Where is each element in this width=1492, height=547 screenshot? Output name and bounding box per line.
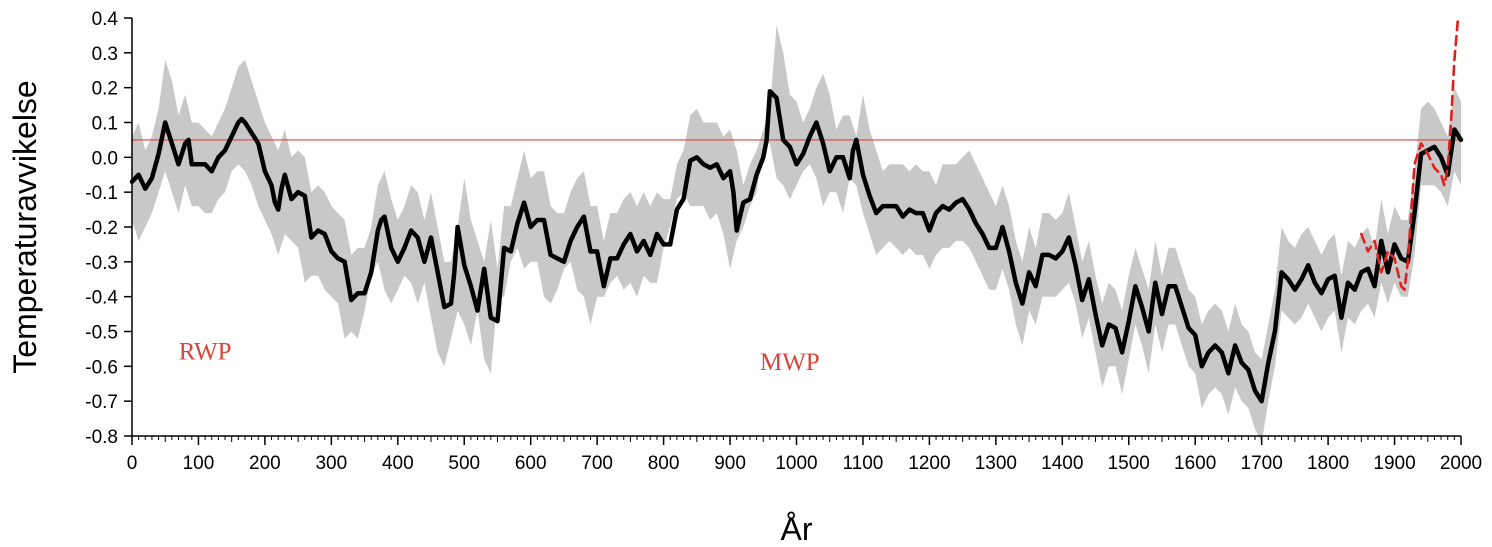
- x-tick-label: 700: [581, 453, 613, 474]
- uncertainty-band-group: [132, 25, 1461, 443]
- x-tick-label: 200: [249, 453, 281, 474]
- instrumental-series-line: [1360, 20, 1459, 292]
- y-tick-label: 0.2: [92, 79, 118, 100]
- y-tick-label: -0.1: [85, 183, 118, 204]
- x-tick-label: 300: [315, 453, 347, 474]
- y-tick-label: 0.1: [92, 114, 118, 135]
- annotation-rwp: RWP: [179, 338, 232, 365]
- x-tick-label: 900: [714, 453, 746, 474]
- x-tick-label: 1500: [1108, 453, 1150, 474]
- y-tick-label: 0.0: [92, 148, 118, 169]
- x-tick-label: 1000: [775, 453, 817, 474]
- x-tick-label: 800: [648, 453, 680, 474]
- x-tick-label: 1900: [1373, 453, 1415, 474]
- annotations-group: RWP MWP: [179, 338, 820, 375]
- x-tick-label: 1300: [975, 453, 1017, 474]
- x-tick-label: 1200: [908, 453, 950, 474]
- x-tick-label: 400: [382, 453, 414, 474]
- y-tick-label: -0.8: [85, 427, 118, 448]
- x-tick-label: 1600: [1174, 453, 1216, 474]
- x-tick-label: 500: [448, 453, 480, 474]
- y-tick-label: -0.5: [85, 323, 118, 344]
- y-tick-label: -0.4: [85, 288, 118, 309]
- x-tick-label: 600: [515, 453, 547, 474]
- reconstruction-series-line: [129, 88, 1464, 404]
- y-tick-label: 0.3: [92, 44, 118, 65]
- y-tick-label: 0.4: [92, 9, 119, 30]
- x-tick-label: 1100: [843, 453, 884, 474]
- series-lines-group: [129, 20, 1464, 404]
- x-tick-label: 1400: [1041, 453, 1083, 474]
- y-tick-label: -0.6: [85, 357, 118, 378]
- x-tick-label: 0: [127, 453, 138, 474]
- y-tick-label: -0.3: [85, 253, 118, 274]
- y-axis-title: Temperaturavvikelse: [7, 80, 43, 373]
- y-tick-label: -0.7: [85, 392, 118, 413]
- x-tick-label: 2000: [1440, 453, 1482, 474]
- axes-group: 0.4 0.3 0.2 0.1 0.0 -0.1 -0.2 -0.3 -0.4 -0.5 -0.6 -…: [7, 9, 1482, 547]
- y-tick-label: -0.2: [85, 218, 118, 239]
- x-tick-label: 1800: [1307, 453, 1349, 474]
- annotation-mwp: MWP: [760, 349, 820, 376]
- x-tick-label: 1700: [1241, 453, 1283, 474]
- x-tick-label: 100: [183, 453, 215, 474]
- x-axis-title: År: [781, 511, 813, 547]
- uncertainty-band: [132, 25, 1461, 443]
